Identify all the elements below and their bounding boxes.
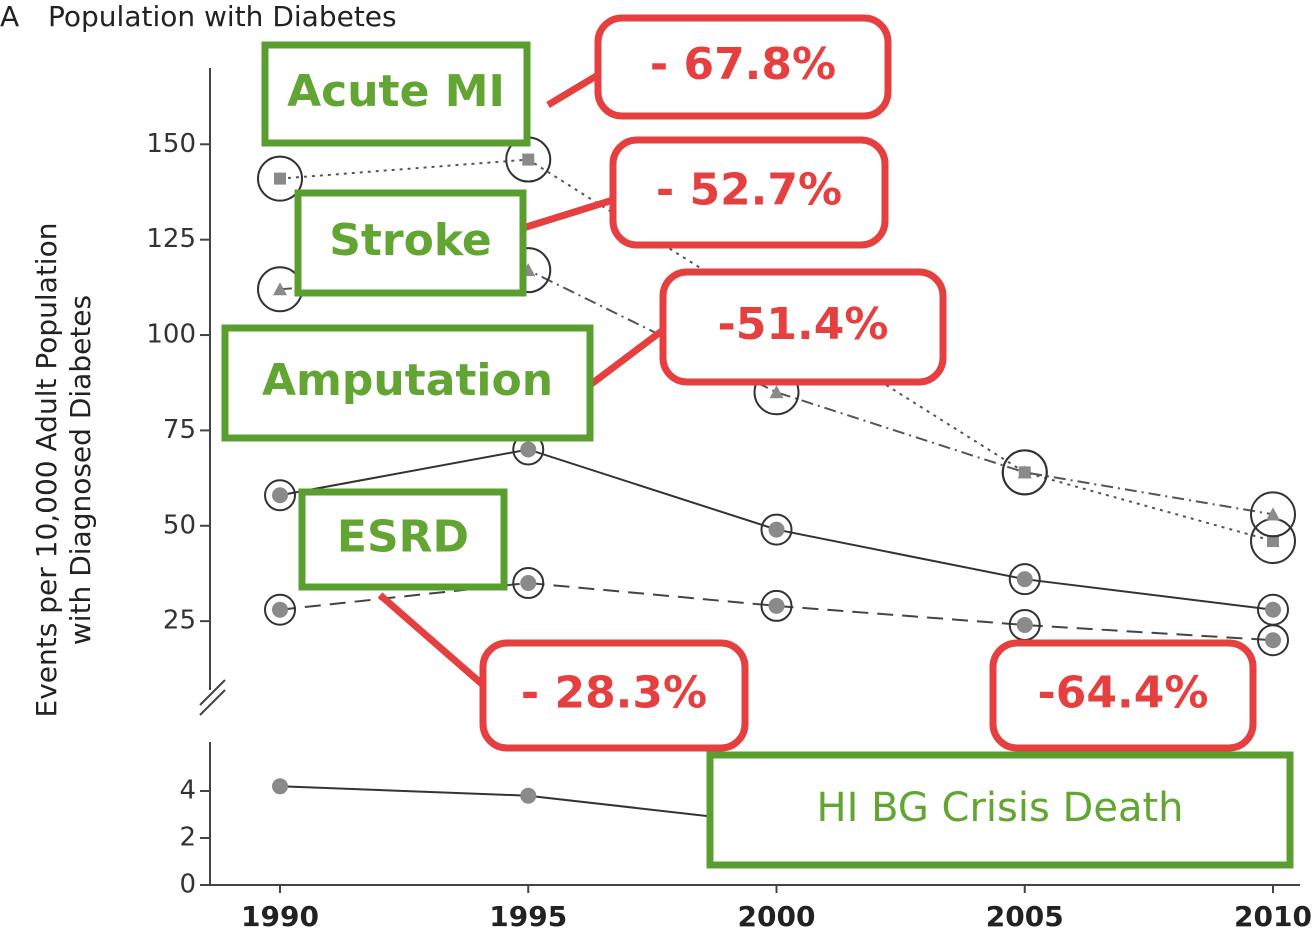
callout-box — [989, 639, 1257, 752]
y-axis-title: Events per 10,000 Adult Population with … — [30, 223, 97, 718]
point — [1016, 616, 1033, 633]
y-tick-label: 125 — [146, 224, 196, 254]
highlight-ring — [512, 567, 545, 599]
point — [272, 778, 288, 795]
point — [769, 385, 784, 399]
x-tick-label: 2000 — [738, 900, 816, 933]
point — [522, 153, 535, 166]
panel-label: A — [0, 0, 19, 33]
series-label-box — [294, 189, 527, 297]
y2-tick-label: 2 — [179, 823, 196, 853]
highlight-ring — [264, 593, 296, 626]
axis-break — [199, 689, 226, 716]
callout-pointer — [521, 196, 615, 232]
point — [272, 487, 288, 504]
y-tick-label: 75 — [163, 415, 196, 445]
highlight-ring — [1001, 449, 1048, 496]
x-tick-label: 2005 — [986, 900, 1064, 933]
y-tick-label: 100 — [146, 320, 196, 350]
point — [1266, 507, 1280, 521]
point — [768, 597, 785, 614]
series-label-box — [221, 324, 594, 442]
series-line — [279, 158, 1274, 543]
callout-box — [479, 639, 749, 752]
x-tick-label: 1995 — [489, 900, 567, 933]
x-tick-label: 2010 — [1234, 900, 1312, 933]
point — [273, 282, 287, 296]
callout-pointer — [587, 327, 666, 388]
highlight-ring — [760, 589, 793, 622]
callout-box — [659, 268, 947, 386]
series-line — [279, 581, 1274, 642]
point — [1265, 601, 1281, 618]
point — [768, 521, 785, 538]
series-label-box — [706, 751, 1294, 869]
y-tick-label: 150 — [146, 129, 196, 159]
series-label: HI BG Crisis Death — [817, 785, 1184, 831]
axis-break — [199, 679, 226, 706]
y2-tick-label: 4 — [179, 776, 196, 806]
highlight-ring — [1250, 491, 1296, 538]
point — [274, 172, 286, 185]
callout-box — [594, 14, 892, 120]
series-label: ESRD — [337, 512, 469, 563]
callout-text: -64.4% — [1038, 668, 1209, 719]
series-line — [279, 269, 1274, 516]
series-label: Amputation — [262, 355, 553, 406]
highlight-ring — [760, 513, 793, 546]
point — [1016, 571, 1033, 588]
chart-title: Population with Diabetes — [48, 0, 397, 33]
highlight-ring — [264, 479, 296, 512]
callout-pointer — [377, 592, 486, 688]
callout-box — [609, 136, 889, 249]
y-label-line: Events per 10,000 Adult Population — [30, 223, 63, 718]
callout-text: -51.4% — [718, 299, 889, 350]
point — [520, 575, 537, 591]
series-label-box — [298, 488, 508, 591]
highlight-ring — [257, 155, 303, 202]
y-label-line: with Diagnosed Diabetes — [64, 295, 97, 645]
callout-text: - 67.8% — [650, 39, 836, 90]
series-label: Acute MI — [287, 66, 505, 117]
point — [520, 441, 537, 458]
y-tick-label: 25 — [163, 606, 196, 636]
callout-pointer — [546, 71, 600, 109]
y-tick-label: 50 — [163, 510, 196, 540]
point — [272, 601, 288, 618]
point — [520, 787, 537, 804]
highlight-ring — [1008, 563, 1041, 596]
series-label-box — [261, 41, 531, 147]
x-tick-label: 1990 — [241, 900, 319, 933]
y2-tick-label: 0 — [179, 870, 196, 900]
series-label: Stroke — [329, 215, 492, 266]
callout-text: - 28.3% — [521, 668, 707, 719]
point — [1267, 535, 1279, 548]
callout-text: - 52.7% — [656, 165, 842, 216]
highlight-ring — [1257, 624, 1289, 657]
point — [1265, 632, 1281, 649]
point — [1017, 465, 1032, 479]
